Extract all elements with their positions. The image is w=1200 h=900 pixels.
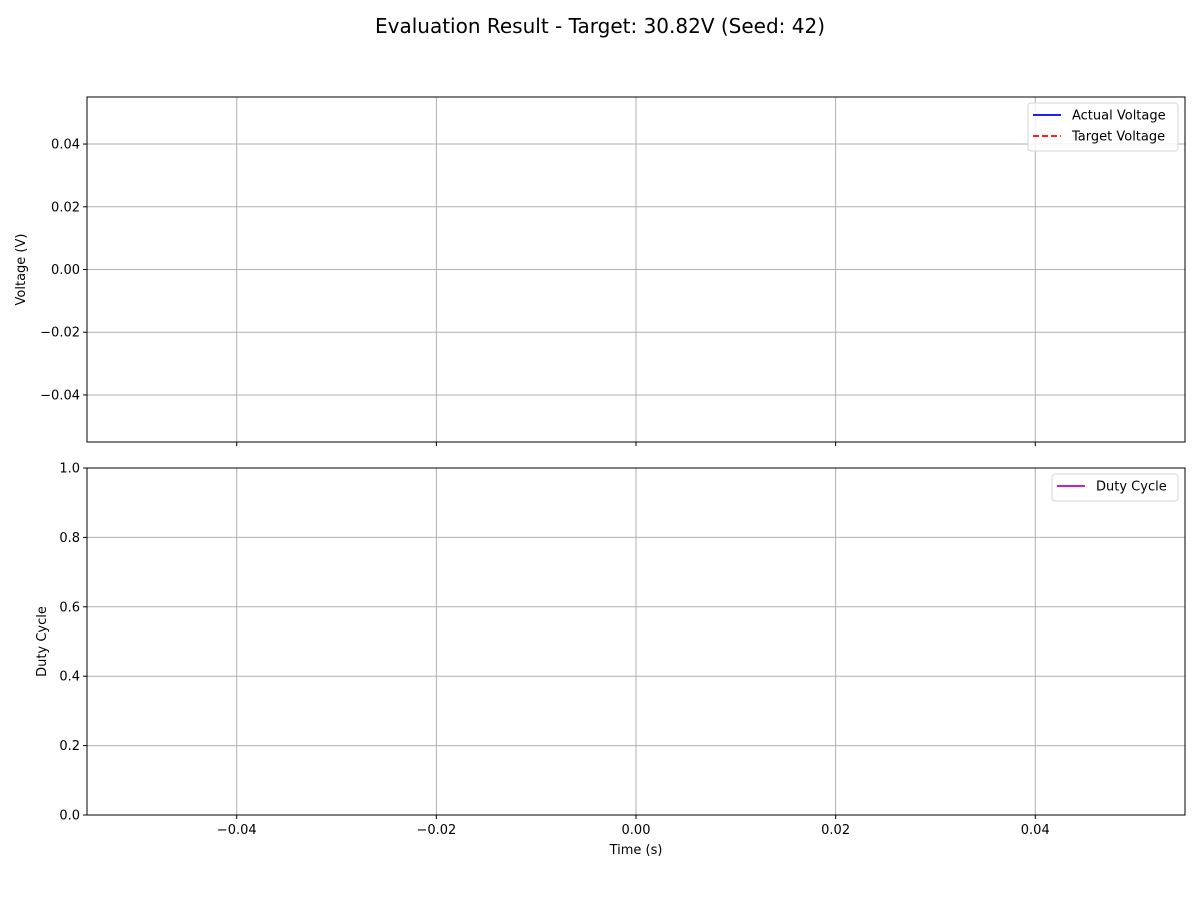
figure-title: Evaluation Result - Target: 30.82V (Seed… [374,14,826,38]
y-tick-label: 0.04 [51,138,80,153]
x-tick-label: 0.04 [1021,823,1050,838]
y-axis-label: Voltage (V) [14,234,29,306]
legend-label: Actual Voltage [1072,109,1166,124]
y-tick-label: 0.0 [59,809,80,824]
y-tick-label: 0.4 [59,670,80,685]
y-tick-label: −0.04 [40,388,80,403]
y-tick-label: −0.02 [40,326,80,341]
y-tick-label: 0.00 [51,263,80,278]
legend-label: Duty Cycle [1096,480,1167,495]
subplot-1: −0.04 −0.02 0.00 0.02 0.04 Voltage (V) Actual … [14,96,1186,446]
x-tick-label: −0.02 [416,823,456,838]
y-tick-label: 0.6 [59,600,80,615]
y-tick-label: 0.02 [51,200,80,215]
subplot-2: −0.04 −0.02 0.00 0.02 0.04 0.0 0.2 0.4 0.6 0.8 1.0… [35,462,1186,858]
y-axis-label: Duty Cycle [35,606,50,677]
legend: Actual Voltage Target Voltage [1027,102,1179,152]
y-tick-label: 0.2 [59,739,80,754]
legend-box [1051,473,1179,502]
legend-box [1027,102,1179,152]
x-tick-label: 0.02 [821,823,850,838]
x-tick-label: −0.04 [217,823,257,838]
y-tick-label: 1.0 [59,462,80,477]
y-tick-label: 0.8 [59,531,80,546]
legend-label: Target Voltage [1071,130,1165,145]
legend: Duty Cycle [1051,473,1179,502]
x-tick-label: 0.00 [622,823,651,838]
x-axis-label: Time (s) [609,843,663,858]
